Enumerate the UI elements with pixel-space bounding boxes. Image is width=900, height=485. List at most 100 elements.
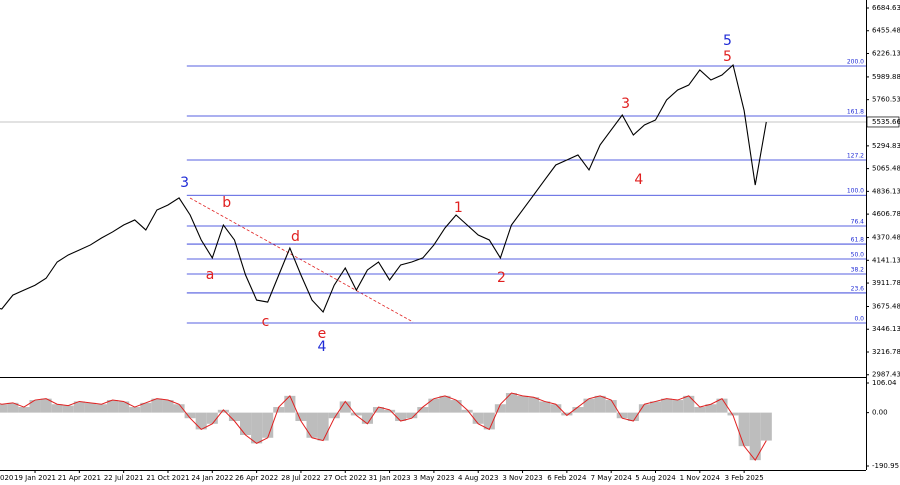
oscillator-bar xyxy=(384,409,396,413)
x-tick-label: 5 Aug 2024 xyxy=(635,474,676,482)
x-tick-label: 21 Apr 2021 xyxy=(58,474,101,482)
oscillator-bar xyxy=(494,404,506,413)
oscillator-bar xyxy=(439,395,451,413)
oscillator-bar xyxy=(694,407,706,413)
oscillator-bar xyxy=(140,402,152,413)
oscillator-bar xyxy=(472,412,484,424)
oscillator-signal-line xyxy=(0,392,767,462)
x-tick-label: 21 Oct 2021 xyxy=(146,474,189,482)
oscillator-bar xyxy=(339,401,351,413)
wave-label: c xyxy=(262,314,270,330)
oscillator-bar xyxy=(594,395,606,413)
oscillator-bar xyxy=(107,400,119,413)
oscillator-bar xyxy=(51,404,63,413)
wave-label: a xyxy=(206,267,215,283)
oscillator-bar xyxy=(184,412,196,419)
y-tick-label: 3911.78 xyxy=(872,279,900,287)
wave-label: 4 xyxy=(318,339,327,355)
y-tick-label: 5065.48 xyxy=(872,165,900,173)
y-tick-label: 5535.66 xyxy=(872,118,900,126)
x-tick-label: 22 Jul 2021 xyxy=(104,474,144,482)
oscillator-bar xyxy=(572,407,584,413)
wave-label: 5 xyxy=(723,33,732,49)
x-tick-label: 6 Feb 2024 xyxy=(547,474,587,482)
oscillator-bar xyxy=(217,409,229,413)
wave-label: 5 xyxy=(723,49,732,65)
current-price-box xyxy=(866,116,900,128)
oscillator-bar xyxy=(528,397,540,413)
oscillator-bar xyxy=(162,400,174,413)
fib-level-label: 127.2 xyxy=(847,153,864,160)
fib-level-label: 50.0 xyxy=(851,252,865,259)
oscillator-bar xyxy=(649,401,662,413)
oscillator-bar xyxy=(151,398,163,413)
x-tick-label: 3 Nov 2023 xyxy=(502,474,542,482)
oscillator-bar xyxy=(705,404,717,413)
y-tick-label: 5760.53 xyxy=(872,96,900,104)
fib-level-label: 23.6 xyxy=(851,285,865,292)
oscillator-bar xyxy=(251,412,263,444)
oscillator-tick-label: -190.95 xyxy=(872,462,899,470)
oscillator-tick-label: 0.00 xyxy=(872,409,888,417)
wave-label: 1 xyxy=(454,200,463,216)
oscillator-bar xyxy=(284,395,296,413)
x-tick-label: 1 Nov 2024 xyxy=(680,474,721,482)
y-tick-label: 4370.48 xyxy=(872,234,900,242)
oscillator-bar xyxy=(273,407,285,413)
x-tick-label: 3 Feb 2025 xyxy=(725,474,764,482)
oscillator-bar xyxy=(417,407,429,413)
oscillator-bar xyxy=(372,407,385,413)
oscillator-bar xyxy=(350,412,362,416)
oscillator-bar xyxy=(627,412,639,422)
fib-level-label: 200.0 xyxy=(847,58,864,65)
oscillator-bar xyxy=(760,412,772,441)
oscillator-bar xyxy=(406,412,418,419)
oscillator-bar xyxy=(428,398,440,413)
x-tick-label: 3 May 2023 xyxy=(413,474,454,482)
y-tick-label: 6226.13 xyxy=(872,49,900,57)
oscillator-bar xyxy=(683,395,695,413)
x-tick-label: 020 xyxy=(0,474,13,482)
fib-level-label: 61.8 xyxy=(851,237,865,244)
wave-label: e xyxy=(318,326,327,342)
oscillator-bar xyxy=(738,412,750,447)
oscillator-bar xyxy=(40,398,52,413)
oscillator-bar xyxy=(561,412,573,416)
oscillator-bar xyxy=(539,401,551,413)
fib-level-label: 76.4 xyxy=(851,218,865,225)
oscillator-bar xyxy=(616,412,628,419)
oscillator-bar xyxy=(317,412,329,441)
y-tick-label: 3446.13 xyxy=(872,325,900,333)
y-tick-label: 2987.43 xyxy=(872,371,900,379)
fib-level-label: 161.8 xyxy=(847,108,864,115)
trend-line xyxy=(189,197,414,323)
oscillator-bar xyxy=(206,412,218,424)
oscillator-bar xyxy=(517,395,529,413)
oscillator-bar xyxy=(129,407,141,413)
wave-label: b xyxy=(222,195,231,211)
wave-label: 3 xyxy=(621,96,630,112)
oscillator-bar xyxy=(29,400,41,413)
oscillator-tick-label: 106.04 xyxy=(872,379,897,387)
plot-layer: 0.023.638.250.061.876.4100.0127.2161.820… xyxy=(0,4,900,482)
oscillator-bar xyxy=(95,404,108,413)
oscillator-bar xyxy=(461,409,473,413)
y-tick-label: 4141.13 xyxy=(872,256,900,264)
price-line xyxy=(0,63,767,314)
oscillator-bar xyxy=(306,412,318,438)
oscillator-bar xyxy=(84,402,96,413)
oscillator-bar xyxy=(240,412,252,435)
oscillator-bar xyxy=(550,404,562,413)
oscillator-bar xyxy=(0,404,8,413)
fib-level-label: 0.0 xyxy=(854,316,864,323)
y-tick-label: 4836.13 xyxy=(872,187,900,195)
oscillator-bar xyxy=(62,405,74,413)
y-tick-label: 6455.48 xyxy=(872,27,900,35)
oscillator-bar xyxy=(450,400,462,413)
oscillator-bar xyxy=(195,412,207,430)
oscillator-bar xyxy=(118,401,130,413)
wave-label: 4 xyxy=(634,172,643,188)
y-tick-label: 3675.48 xyxy=(872,302,900,310)
wave-label: d xyxy=(291,229,300,245)
